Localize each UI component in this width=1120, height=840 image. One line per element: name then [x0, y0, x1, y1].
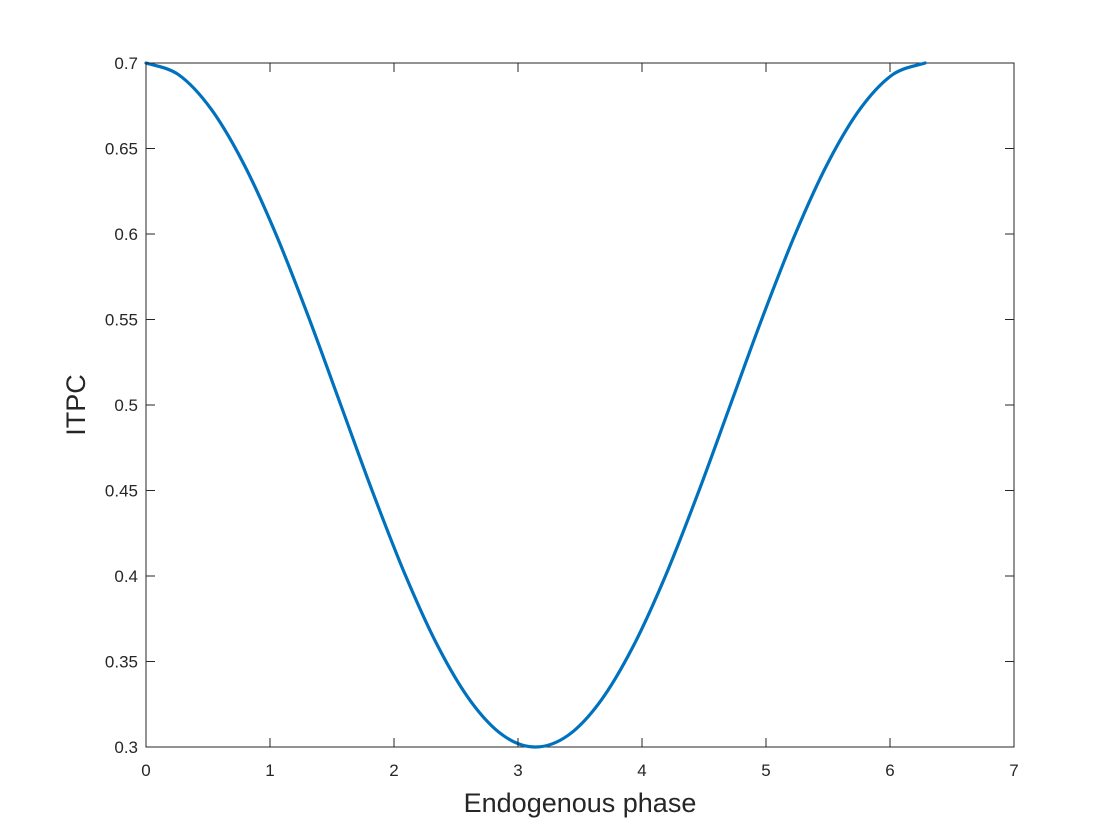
y-tick-label: 0.4	[114, 567, 138, 586]
x-tick-label: 7	[1009, 761, 1018, 780]
y-axis-label: ITPC	[61, 374, 91, 436]
y-tick-label: 0.7	[114, 54, 138, 73]
x-tick-label: 3	[513, 761, 522, 780]
x-tick-label: 5	[761, 761, 770, 780]
y-tick-label: 0.45	[105, 482, 138, 501]
y-tick-label: 0.35	[105, 653, 138, 672]
x-axis-ticks: 0 1 2 3 4 5 6 7	[141, 63, 1019, 780]
x-tick-label: 1	[265, 761, 274, 780]
y-tick-label: 0.5	[114, 396, 138, 415]
x-tick-label: 4	[637, 761, 646, 780]
x-tick-label: 6	[885, 761, 894, 780]
y-tick-label: 0.3	[114, 738, 138, 757]
x-tick-label: 0	[141, 761, 150, 780]
y-tick-label: 0.6	[114, 225, 138, 244]
y-tick-label: 0.65	[105, 140, 138, 159]
series-line	[144, 61, 927, 749]
y-tick-label: 0.55	[105, 311, 138, 330]
x-tick-label: 2	[389, 761, 398, 780]
y-axis-ticks: 0.3 0.35 0.4 0.45 0.5 0.55 0.6 0.65 0.7	[105, 54, 1014, 757]
x-axis-label: Endogenous phase	[464, 788, 697, 818]
